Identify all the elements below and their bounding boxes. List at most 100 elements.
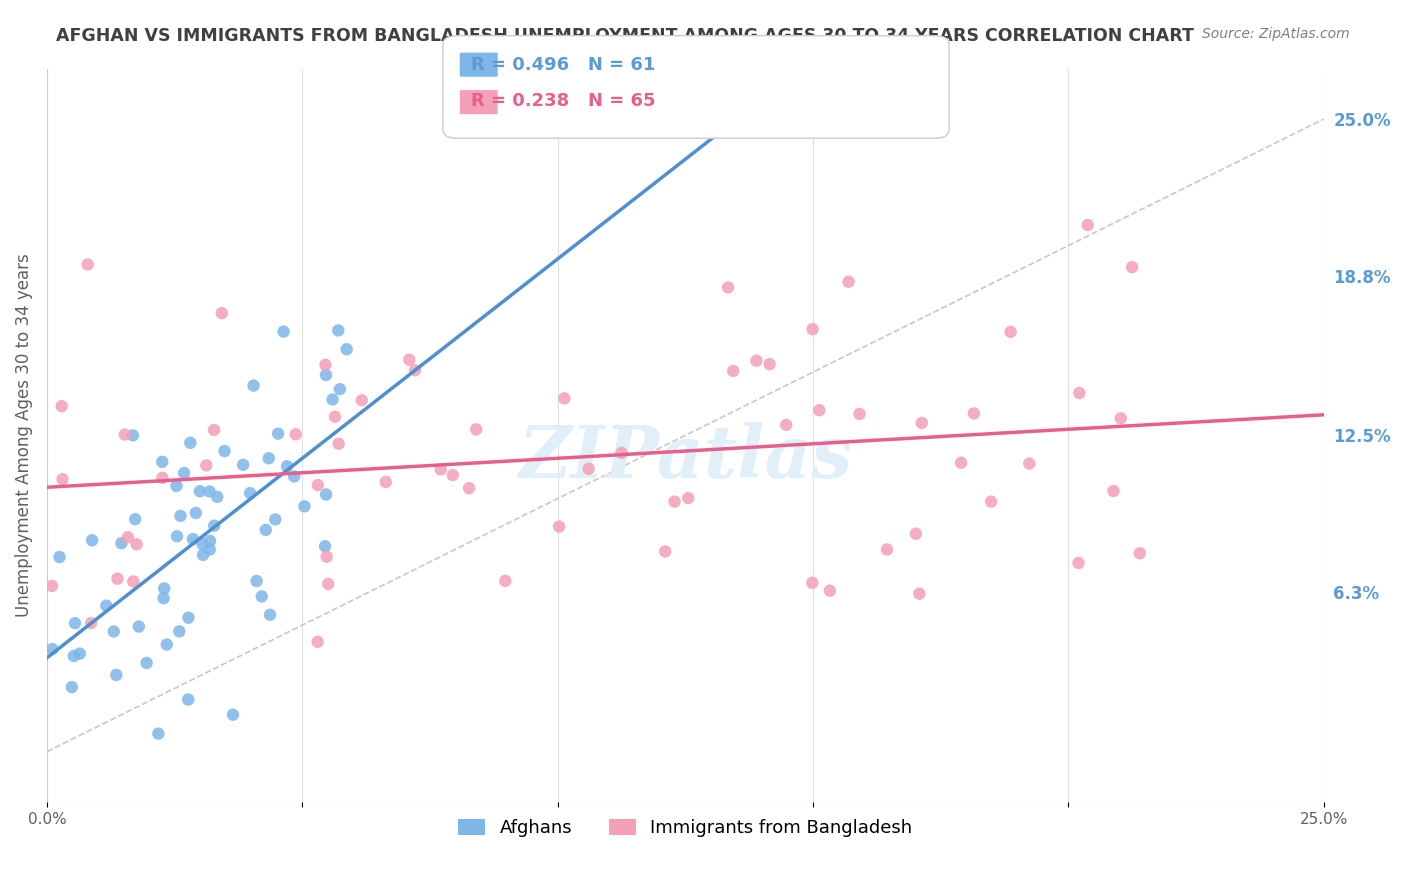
- Point: [664, 494, 686, 508]
- Point: [48, 549, 70, 564]
- Point: [980, 494, 1002, 508]
- Point: [191, 537, 214, 551]
- Point: [848, 407, 870, 421]
- Point: [398, 352, 420, 367]
- Point: [51, 472, 73, 486]
- Point: [494, 574, 516, 588]
- Point: [63, 616, 86, 631]
- Point: [214, 444, 236, 458]
- Point: [76, 258, 98, 272]
- Point: [41, 642, 63, 657]
- Point: [173, 466, 195, 480]
- Point: [202, 518, 225, 533]
- Point: [950, 456, 973, 470]
- Legend: Afghans, Immigrants from Bangladesh: Afghans, Immigrants from Bangladesh: [451, 812, 920, 845]
- Point: [114, 427, 136, 442]
- Point: [152, 471, 174, 485]
- Text: Source: ZipAtlas.com: Source: ZipAtlas.com: [1202, 27, 1350, 41]
- Text: R = 0.238   N = 65: R = 0.238 N = 65: [471, 92, 655, 110]
- Point: [1018, 457, 1040, 471]
- Point: [167, 624, 190, 639]
- Point: [745, 353, 768, 368]
- Point: [135, 656, 157, 670]
- Point: [1109, 411, 1132, 425]
- Point: [198, 484, 221, 499]
- Point: [207, 490, 229, 504]
- Point: [548, 519, 571, 533]
- Point: [273, 325, 295, 339]
- Point: [242, 378, 264, 392]
- Point: [41, 579, 63, 593]
- Point: [153, 582, 176, 596]
- Point: [179, 435, 201, 450]
- Point: [267, 426, 290, 441]
- Point: [963, 406, 986, 420]
- Point: [62, 648, 84, 663]
- Point: [1069, 386, 1091, 401]
- Point: [107, 572, 129, 586]
- Point: [148, 726, 170, 740]
- Point: [250, 590, 273, 604]
- Point: [315, 487, 337, 501]
- Point: [150, 455, 173, 469]
- Point: [156, 638, 179, 652]
- Point: [232, 458, 254, 472]
- Point: [195, 458, 218, 473]
- Point: [818, 583, 841, 598]
- Point: [458, 481, 481, 495]
- Point: [314, 539, 336, 553]
- Point: [678, 491, 700, 505]
- Point: [69, 647, 91, 661]
- Point: [211, 306, 233, 320]
- Point: [801, 322, 824, 336]
- Point: [904, 526, 927, 541]
- Point: [328, 436, 350, 450]
- Point: [128, 619, 150, 633]
- Point: [103, 624, 125, 639]
- Point: [96, 599, 118, 613]
- Point: [117, 530, 139, 544]
- Point: [465, 422, 488, 436]
- Text: ZIPatlas: ZIPatlas: [519, 422, 852, 493]
- Point: [323, 409, 346, 424]
- Point: [264, 512, 287, 526]
- Point: [125, 537, 148, 551]
- Point: [202, 423, 225, 437]
- Point: [808, 403, 831, 417]
- Point: [911, 416, 934, 430]
- Point: [876, 542, 898, 557]
- Point: [152, 591, 174, 606]
- Point: [105, 668, 128, 682]
- Point: [188, 484, 211, 499]
- Point: [610, 446, 633, 460]
- Point: [169, 508, 191, 523]
- Point: [429, 462, 451, 476]
- Point: [1067, 556, 1090, 570]
- Point: [553, 392, 575, 406]
- Point: [254, 523, 277, 537]
- Point: [654, 544, 676, 558]
- Point: [294, 500, 316, 514]
- Point: [177, 611, 200, 625]
- Y-axis label: Unemployment Among Ages 30 to 34 years: Unemployment Among Ages 30 to 34 years: [15, 253, 32, 617]
- Point: [198, 542, 221, 557]
- Point: [717, 280, 740, 294]
- Point: [276, 459, 298, 474]
- Point: [259, 607, 281, 622]
- Point: [198, 533, 221, 548]
- Point: [283, 469, 305, 483]
- Text: AFGHAN VS IMMIGRANTS FROM BANGLADESH UNEMPLOYMENT AMONG AGES 30 TO 34 YEARS CORR: AFGHAN VS IMMIGRANTS FROM BANGLADESH UNE…: [56, 27, 1194, 45]
- Point: [1129, 546, 1152, 560]
- Point: [315, 549, 337, 564]
- Point: [184, 506, 207, 520]
- Point: [124, 512, 146, 526]
- Point: [239, 486, 262, 500]
- Point: [246, 574, 269, 588]
- Point: [1077, 218, 1099, 232]
- Point: [336, 343, 359, 357]
- Point: [82, 533, 104, 548]
- Point: [775, 417, 797, 432]
- Point: [222, 707, 245, 722]
- Point: [315, 368, 337, 382]
- Point: [257, 451, 280, 466]
